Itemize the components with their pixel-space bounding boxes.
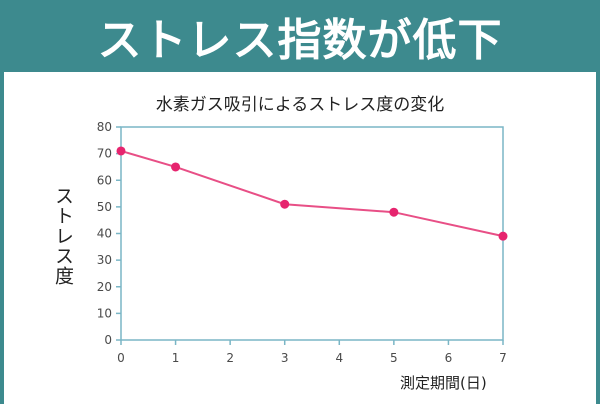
data-point bbox=[171, 162, 181, 172]
y-tick-label: 0 bbox=[104, 333, 112, 347]
y-axis-label: ストレス度 bbox=[52, 186, 74, 286]
x-tick-label: 2 bbox=[226, 351, 234, 365]
x-axis-label: 測定期間(日) bbox=[400, 374, 487, 392]
banner-title: ストレス指数が低下 bbox=[97, 15, 503, 66]
x-tick-label: 4 bbox=[335, 351, 343, 365]
x-tick-label: 1 bbox=[172, 351, 180, 365]
data-point bbox=[498, 231, 508, 241]
y-tick-label: 50 bbox=[97, 200, 112, 214]
x-tick-label: 7 bbox=[499, 351, 507, 365]
chart-title: 水素ガス吸引によるストレス度の変化 bbox=[155, 95, 445, 115]
y-tick-label: 60 bbox=[97, 173, 112, 187]
y-tick-label: 70 bbox=[97, 147, 112, 161]
x-tick-label: 3 bbox=[281, 351, 289, 365]
x-tick-label: 0 bbox=[117, 351, 125, 365]
y-tick-label: 20 bbox=[97, 280, 112, 294]
data-point bbox=[116, 146, 126, 156]
y-tick-label: 80 bbox=[97, 120, 112, 134]
x-tick-label: 6 bbox=[445, 351, 453, 365]
y-tick-label: 30 bbox=[97, 253, 112, 267]
x-tick-label: 5 bbox=[390, 351, 398, 365]
plot-frame bbox=[120, 126, 504, 341]
data-point bbox=[280, 199, 290, 209]
y-tick-label: 40 bbox=[97, 227, 112, 241]
y-tick-label: 10 bbox=[97, 306, 112, 320]
data-point bbox=[389, 207, 399, 217]
frame-left-border bbox=[0, 72, 4, 404]
frame-right-border bbox=[596, 72, 600, 404]
banner: ストレス指数が低下 bbox=[0, 0, 600, 72]
